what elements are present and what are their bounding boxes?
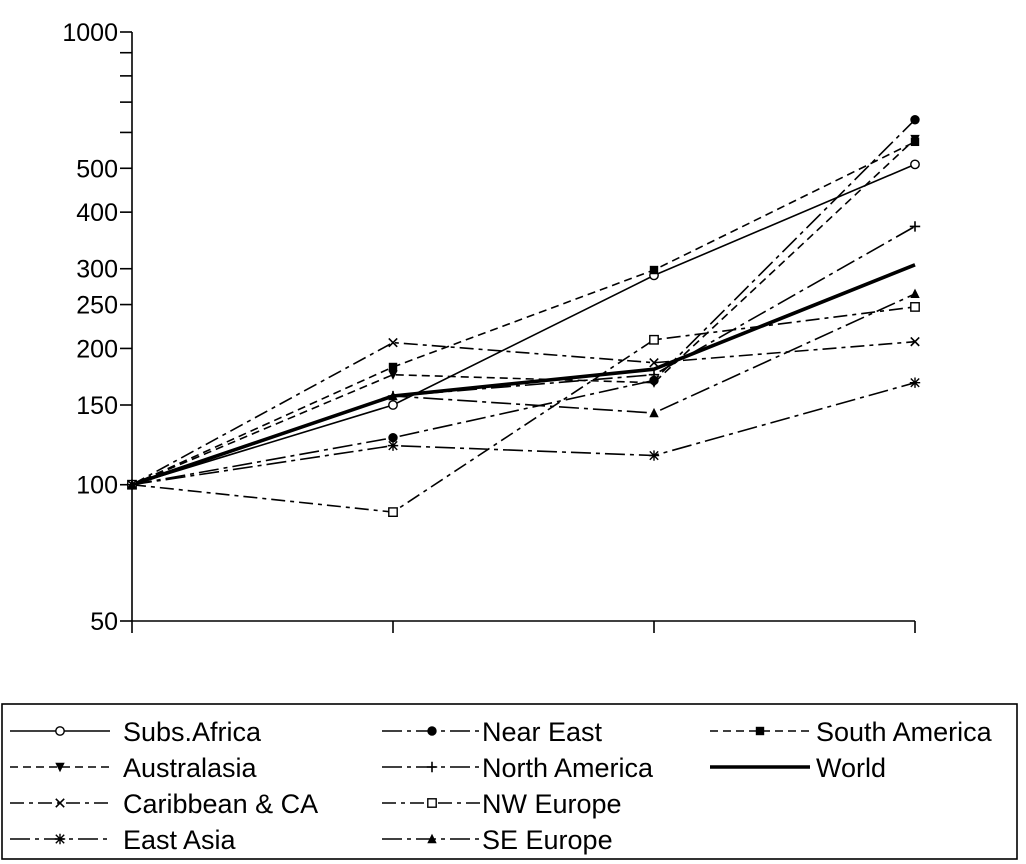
legend-item: SE Europe: [382, 825, 613, 855]
data-point: [649, 334, 659, 345]
legend-label: South America: [816, 717, 993, 747]
data-point: [909, 377, 921, 388]
legend-swatch-marker: [755, 726, 765, 736]
data-point: [649, 378, 659, 388]
y-tick-label: 150: [76, 392, 118, 420]
legend-label: Australasia: [123, 753, 258, 783]
legend-swatch-marker: [427, 833, 437, 844]
series-line: [131, 381, 916, 486]
y-axis-ticks: 50 100 150 200 250 300 400 500 1000: [62, 19, 132, 636]
series-line: [131, 141, 916, 486]
legend-item: Near East: [382, 717, 603, 747]
series-line: [131, 263, 916, 487]
series-0: [127, 159, 920, 490]
legend-swatch-marker: [55, 762, 65, 773]
series-line: [131, 119, 916, 486]
data-point: [388, 390, 398, 401]
data-point: [388, 370, 398, 380]
y-tick-label: 200: [76, 335, 118, 363]
y-tick-label: 250: [76, 292, 118, 320]
legend-label: World: [816, 753, 886, 783]
series-3: [127, 134, 920, 490]
series-line: [131, 138, 916, 486]
y-tick-label: 300: [76, 256, 118, 284]
legend-label: Near East: [482, 717, 603, 747]
data-point: [648, 450, 660, 461]
legend-swatch-marker: [427, 798, 437, 808]
legend-label: NW Europe: [482, 789, 622, 819]
data-point: [910, 115, 920, 125]
y-tick-label: 500: [76, 155, 118, 183]
legend-item: NW Europe: [382, 789, 622, 819]
legend-item: South America: [710, 717, 993, 747]
legend-swatch-marker: [426, 761, 438, 773]
legend-swatch-marker: [427, 726, 437, 736]
legend-label: Caribbean & CA: [123, 789, 318, 819]
data-point: [649, 407, 659, 418]
legend-label: Subs.Africa: [123, 717, 262, 747]
legend-item: Caribbean & CA: [10, 789, 318, 819]
chart-axes: [131, 32, 915, 622]
data-point: [910, 159, 920, 170]
data-point: [910, 134, 920, 145]
legend-item: East Asia: [10, 825, 237, 855]
series-line: [131, 340, 916, 486]
legend-label: East Asia: [123, 825, 237, 855]
series-7: [127, 302, 920, 517]
data-point: [649, 265, 659, 275]
data-point: [388, 400, 398, 410]
legend-box: [1, 703, 1018, 860]
legend-label: SE Europe: [482, 825, 613, 855]
legend-label: North America: [482, 753, 654, 783]
data-point: [910, 302, 920, 312]
data-point: [649, 357, 659, 368]
y-tick-label: 50: [90, 608, 118, 636]
data-point: [648, 369, 660, 380]
legend-swatch-marker: [55, 798, 65, 808]
data-point: [909, 221, 921, 232]
data-point: [387, 440, 399, 451]
legend-swatch-marker: [55, 726, 65, 736]
legend-item: North America: [382, 753, 654, 783]
data-point: [388, 337, 398, 348]
legend: Subs.Africa Near East South America Austral…: [1, 703, 1018, 860]
data-point: [127, 479, 137, 489]
data-point: [910, 336, 920, 347]
data-point: [388, 362, 398, 372]
series-5: [131, 263, 916, 487]
series-9: [127, 288, 920, 489]
legend-swatch-marker: [54, 833, 66, 845]
y-tick-label: 400: [76, 199, 118, 227]
legend-item: World: [710, 753, 886, 783]
y-tick-label: 1000: [62, 19, 118, 47]
x-axis-ticks: [131, 621, 916, 633]
series-1: [127, 115, 920, 490]
legend-item: Subs.Africa: [10, 717, 262, 747]
series-line: [131, 293, 916, 486]
y-tick-label: 100: [76, 472, 118, 500]
legend-items: Subs.Africa Near East South America Austral…: [10, 717, 993, 855]
series-layer: [126, 115, 921, 517]
data-point: [388, 507, 398, 517]
series-6: [127, 336, 920, 490]
series-line: [131, 163, 916, 486]
series-line: [131, 306, 916, 513]
legend-item: Australasia: [10, 753, 258, 783]
data-point: [910, 288, 920, 299]
